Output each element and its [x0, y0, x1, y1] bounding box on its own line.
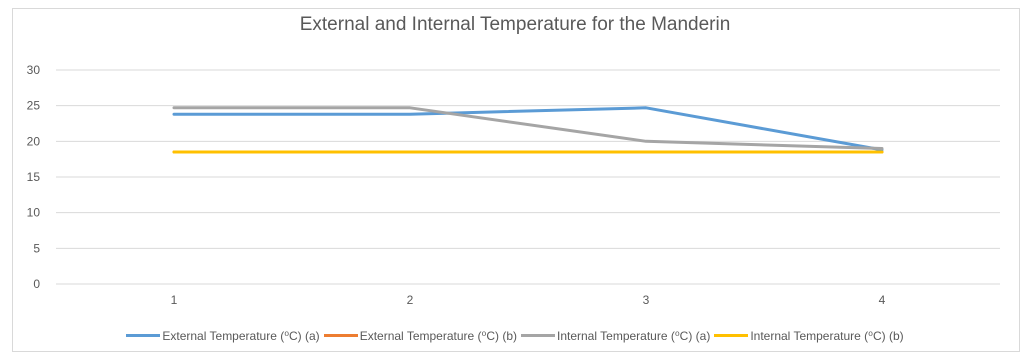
legend-label: Internal Temperature (⁰C) (b) [750, 328, 904, 343]
y-tick-label: 15 [27, 170, 41, 184]
x-tick-label: 2 [407, 293, 414, 307]
legend-label: Internal Temperature (⁰C) (a) [557, 328, 711, 343]
y-tick-label: 10 [27, 206, 41, 220]
x-tick-label: 1 [171, 293, 178, 307]
legend-swatch [323, 334, 358, 337]
series-line-1 [172, 106, 884, 152]
series-line-3 [172, 106, 884, 150]
y-tick-label: 0 [33, 277, 40, 291]
legend-item: External Temperature (⁰C) (b) [323, 328, 517, 343]
chart-legend: External Temperature (⁰C) (a) External Te… [0, 326, 1030, 343]
legend-swatch [714, 334, 749, 337]
chart-title: External and Internal Temperature for th… [299, 14, 731, 35]
legend-item: Internal Temperature (⁰C) (a) [521, 329, 710, 343]
y-tick-label: 30 [27, 63, 41, 77]
legend-label: External Temperature (⁰C) (a) [162, 328, 320, 343]
legend-swatch [126, 334, 161, 337]
chart-frame [12, 8, 1020, 352]
legend-item: External Temperature (⁰C) (a) [126, 328, 320, 343]
y-tick-label: 5 [33, 241, 40, 255]
legend-item: Internal Temperature (⁰C) (b) [714, 328, 904, 343]
legend-swatch [521, 334, 555, 337]
y-tick-label: 25 [27, 99, 41, 113]
x-tick-label: 4 [879, 293, 886, 307]
legend-label: External Temperature (⁰C) (b) [359, 328, 517, 343]
x-tick-label: 3 [643, 293, 650, 307]
y-tick-label: 20 [27, 134, 41, 148]
